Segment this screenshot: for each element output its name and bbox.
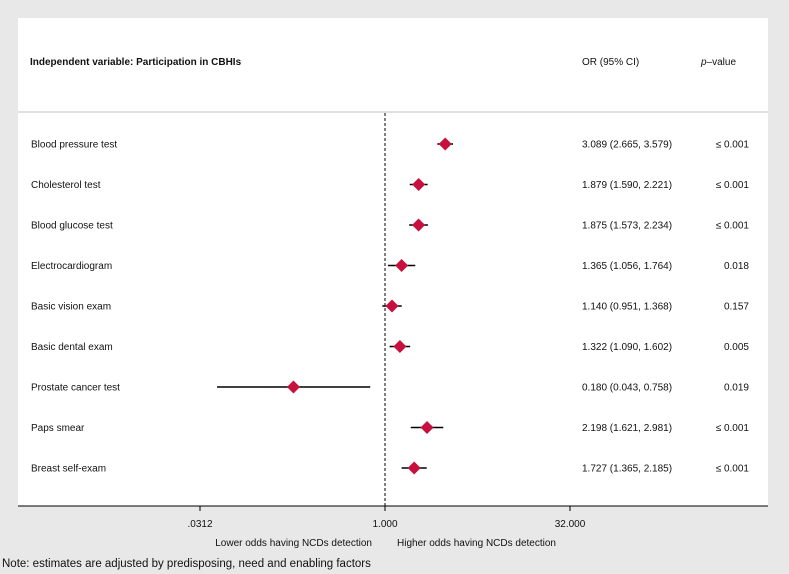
point-estimate-marker [385,299,399,313]
p-value-header-rest: –value [707,57,737,68]
p-value: ≤ 0.001 [716,221,750,232]
or-ci-header: OR (95% CI) [582,57,639,68]
p-value: ≤ 0.001 [716,464,750,475]
point-estimate-marker [407,461,421,475]
p-value: 0.019 [724,383,749,394]
or-ci-value: 2.198 (1.621, 2.981) [582,423,672,434]
x-axis-ticks-group: .0312 1.000 32.000 [187,506,586,530]
row-label: Electrocardiogram [31,261,112,272]
p-value: ≤ 0.001 [716,423,750,434]
variable-header: Independent variable: Participation in C… [30,57,242,68]
footnote: Note: estimates are adjusted by predispo… [2,558,371,570]
higher-odds-label: Higher odds having NCDs detection [397,538,556,549]
row-label: Paps smear [31,423,85,434]
row-label: Basic dental exam [31,342,113,353]
forest-row: Blood pressure test 3.089 (2.665, 3.579) ≤… [31,137,750,151]
p-value: 0.005 [724,342,749,353]
forest-row: Cholesterol test 1.879 (1.590, 2.221) ≤ 0.… [31,178,749,191]
p-value-header-italic: p [700,57,707,68]
point-estimate-marker [395,259,409,272]
or-ci-value: 1.140 (0.951, 1.368) [582,302,672,313]
forest-row: Electrocardiogram 1.365 (1.056, 1.764) 0.0… [31,259,749,272]
forest-row: Blood glucose test 1.875 (1.573, 2.234) ≤ … [31,218,750,232]
x-tick-label: 32.000 [555,519,586,530]
forest-row: Basic dental exam 1.322 (1.090, 1.602) 0.0… [31,340,749,353]
row-label: Breast self-exam [31,464,106,475]
lower-odds-label: Lower odds having NCDs detection [215,538,372,549]
forest-row: Paps smear 2.198 (1.621, 2.981) ≤ 0.001 [31,421,749,434]
or-ci-value: 1.322 (1.090, 1.602) [582,342,672,353]
p-value: 0.018 [724,261,749,272]
or-ci-value: 1.365 (1.056, 1.764) [582,261,672,272]
x-tick-label: .0312 [187,519,212,530]
p-value: 0.157 [724,302,749,313]
forest-row: Prostate cancer test 0.180 (0.043, 0.758)… [31,380,749,394]
p-value: ≤ 0.001 [716,140,750,151]
row-label: Blood glucose test [31,221,113,232]
point-estimate-marker [393,340,407,353]
forest-row: Breast self-exam 1.727 (1.365, 2.185) ≤ 0.… [31,461,750,475]
or-ci-value: 1.875 (1.573, 2.234) [582,221,672,232]
rows-group: Blood pressure test 3.089 (2.665, 3.579) ≤… [31,137,750,475]
header-band [18,18,768,112]
point-estimate-marker [420,421,434,434]
row-label: Cholesterol test [31,180,101,191]
point-estimate-marker [412,218,426,232]
row-label: Blood pressure test [31,140,117,151]
x-tick-label: 1.000 [372,519,397,530]
p-value-header: p–value [700,57,736,68]
row-label: Basic vision exam [31,302,111,313]
or-ci-value: 0.180 (0.043, 0.758) [582,383,672,394]
or-ci-value: 1.727 (1.365, 2.185) [582,464,672,475]
or-ci-value: 3.089 (2.665, 3.579) [582,140,672,151]
forest-row: Basic vision exam 1.140 (0.951, 1.368) 0.1… [31,299,749,313]
or-ci-value: 1.879 (1.590, 2.221) [582,180,672,191]
point-estimate-marker [286,380,300,394]
p-value: ≤ 0.001 [716,180,750,191]
row-label: Prostate cancer test [31,383,120,394]
point-estimate-marker [412,178,426,191]
point-estimate-marker [438,137,452,151]
